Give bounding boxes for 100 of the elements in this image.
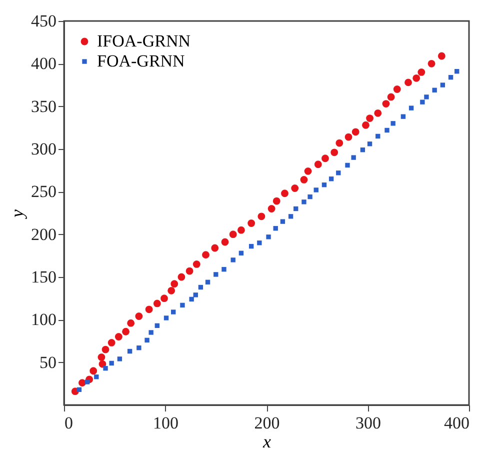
point (205, 280, 210, 284)
point (214, 272, 218, 277)
y-tick-label: 200 (31, 224, 56, 244)
point (345, 162, 350, 168)
point (382, 100, 390, 108)
point (440, 82, 446, 88)
point (148, 330, 154, 335)
point (330, 148, 338, 156)
point (211, 244, 219, 252)
point (360, 148, 366, 152)
point (384, 128, 390, 133)
point (393, 86, 401, 93)
point (144, 338, 150, 342)
point (366, 114, 374, 122)
point (404, 78, 412, 86)
y-tick-label: 350 (31, 96, 56, 116)
point (189, 296, 194, 302)
point (412, 74, 420, 82)
point (328, 176, 334, 182)
y-tick-label: 300 (31, 140, 56, 158)
point (362, 121, 370, 129)
point (127, 348, 132, 354)
point (109, 360, 114, 366)
point (400, 114, 406, 119)
point (171, 310, 176, 314)
point (258, 212, 266, 220)
point (170, 280, 178, 288)
x-tick-label: 300 (356, 414, 381, 432)
point (272, 197, 280, 205)
point (304, 167, 312, 175)
point (168, 286, 176, 294)
point (98, 360, 106, 368)
point (257, 240, 262, 246)
point (420, 100, 425, 104)
point (238, 250, 244, 256)
point (268, 205, 276, 212)
y-tick-label: 100 (31, 310, 56, 330)
x-tick-label: 0 (64, 414, 73, 432)
point (114, 333, 122, 340)
point (438, 52, 446, 60)
y-axis-title: y (7, 210, 27, 220)
point (76, 387, 82, 392)
x-tick-label: 200 (254, 414, 280, 432)
point (314, 160, 322, 168)
point (90, 367, 98, 375)
point (408, 106, 414, 110)
point (418, 68, 426, 76)
point (193, 292, 198, 298)
point (300, 176, 308, 184)
y-tick-label: 400 (31, 54, 56, 74)
point (428, 60, 436, 68)
point (367, 142, 372, 146)
y-tick-label: 50 (40, 352, 56, 372)
point (153, 300, 161, 308)
point (454, 69, 460, 74)
point (164, 316, 169, 320)
point (145, 306, 153, 314)
point (221, 238, 229, 246)
point (336, 139, 344, 147)
point (192, 260, 200, 268)
point (154, 323, 160, 328)
point (108, 339, 116, 346)
point (351, 155, 356, 160)
point (127, 319, 135, 327)
point (117, 356, 122, 362)
point (202, 251, 210, 259)
point (344, 133, 352, 141)
point (266, 234, 271, 240)
point (198, 284, 204, 290)
point (78, 379, 86, 387)
point (135, 312, 143, 320)
point (432, 88, 437, 92)
y-tick-label: 450 (31, 12, 56, 30)
point (336, 170, 341, 176)
point (103, 366, 108, 371)
legend-label: FOA-GRNN (97, 52, 185, 70)
point (314, 188, 318, 192)
point (273, 226, 278, 231)
x-tick-label: 100 (153, 414, 178, 432)
point (294, 206, 298, 212)
point (222, 266, 226, 272)
point (390, 121, 396, 126)
point (322, 154, 329, 162)
point (230, 258, 236, 262)
point (302, 200, 306, 204)
point (186, 267, 194, 275)
point (178, 273, 186, 281)
point (248, 244, 254, 249)
point (448, 74, 454, 80)
point (122, 328, 130, 336)
y-tick-label: 250 (31, 182, 56, 202)
x-axis-title: x (262, 432, 271, 452)
point (229, 230, 237, 238)
point (136, 345, 142, 350)
x-tick-label: 400 (444, 414, 470, 432)
point (160, 294, 168, 302)
point (248, 220, 256, 227)
point (280, 219, 286, 224)
point (288, 214, 294, 219)
point (424, 94, 429, 100)
